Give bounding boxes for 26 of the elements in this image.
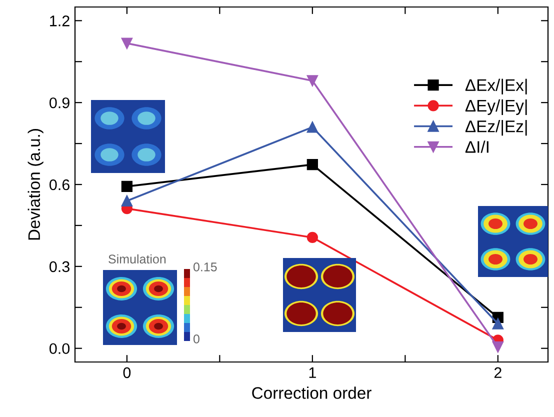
y-tick-label: 0.0 — [50, 343, 70, 354]
point — [121, 38, 132, 49]
annotation: 0 — [193, 334, 200, 344]
legend-label: ΔI/I — [465, 140, 488, 153]
point — [121, 195, 132, 206]
point — [306, 232, 318, 244]
annotation: Simulation — [108, 254, 166, 264]
x-tick-label: 0 — [123, 367, 131, 378]
point — [492, 318, 504, 330]
point — [306, 122, 318, 133]
x-axis-title: Correction order — [252, 386, 372, 399]
legend-label: ΔEy/|Ey| — [465, 99, 527, 116]
annotation: 0.15 — [193, 262, 217, 272]
point — [121, 180, 132, 192]
y-tick-label: 0.9 — [50, 97, 70, 108]
x-tick-label: 1 — [309, 367, 316, 378]
x-tick-label: 2 — [494, 367, 502, 378]
legend-label: ΔEz/|Ez| — [465, 120, 527, 136]
legend-label: ΔEx/|Ex| — [465, 78, 527, 94]
y-axis-title: Deviation (a.u.) — [28, 129, 44, 240]
y-tick-label: 0.6 — [50, 179, 70, 190]
y-tick-label: 0.3 — [50, 261, 70, 272]
y-tick-label: 1.2 — [50, 16, 70, 26]
point — [306, 75, 318, 86]
point — [306, 159, 318, 170]
point — [492, 341, 504, 353]
